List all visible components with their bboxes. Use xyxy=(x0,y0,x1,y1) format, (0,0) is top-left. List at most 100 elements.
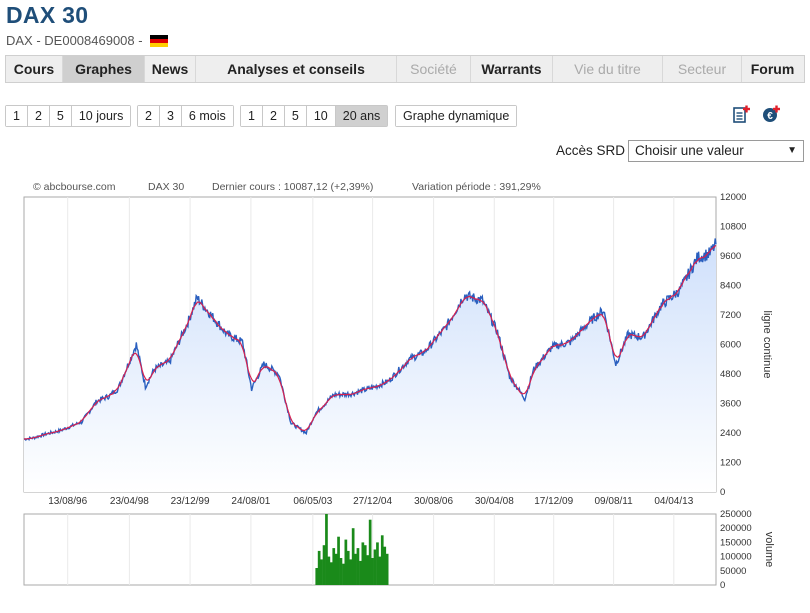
y-tick-label: 3600 xyxy=(720,399,741,410)
y-tick-label: 4800 xyxy=(720,369,741,380)
chevron-down-icon: ▼ xyxy=(787,145,797,156)
volume-bar xyxy=(361,542,365,585)
volume-bar xyxy=(315,568,319,585)
x-tick-label: 30/08/06 xyxy=(414,496,453,507)
volume-bar xyxy=(380,535,384,585)
x-tick-label: 24/08/01 xyxy=(231,496,270,507)
volume-tick-label: 150000 xyxy=(720,537,752,548)
period-years-2[interactable]: 2 xyxy=(262,106,285,126)
source-text: © abcbourse.com xyxy=(33,181,116,193)
period-days-1[interactable]: 1 xyxy=(6,106,28,126)
nav-tab-soci-t: Société xyxy=(397,56,471,82)
x-tick-label: 23/04/98 xyxy=(110,496,149,507)
volume-tick-label: 0 xyxy=(720,580,725,591)
srd-select-value: Choisir une valeur xyxy=(635,143,744,158)
volume-bar xyxy=(373,549,377,585)
period-years-10[interactable]: 10 xyxy=(306,106,336,126)
volume-bar xyxy=(317,550,321,585)
variation-text: Variation période : 391,29% xyxy=(412,181,541,193)
last-price-text: Dernier cours : 10087,12 (+2,39%) xyxy=(212,181,374,193)
period-days-5[interactable]: 5 xyxy=(49,106,72,126)
moving-average-line xyxy=(23,244,717,440)
volume-bar xyxy=(332,548,336,585)
y-tick-label: 12000 xyxy=(720,192,746,203)
y-tick-label: 6000 xyxy=(720,340,741,351)
nav-tab-analyses-et-conseils[interactable]: Analyses et conseils xyxy=(196,56,397,82)
nav-tab-vie-du-titre: Vie du titre xyxy=(553,56,663,82)
volume-bar xyxy=(383,546,387,585)
y-tick-label: 0 xyxy=(720,487,725,498)
isin-text: DAX - DE0008469008 - xyxy=(6,33,143,48)
price-area xyxy=(24,238,716,492)
volume-bar xyxy=(385,553,389,585)
add-document-icon[interactable] xyxy=(732,105,750,123)
volume-bar xyxy=(363,545,367,585)
add-euro-icon[interactable]: € xyxy=(762,105,780,123)
nav-tab-secteur: Secteur xyxy=(663,56,742,82)
volume-bar xyxy=(327,556,331,585)
volume-bar xyxy=(320,559,323,585)
volume-plot-area xyxy=(23,513,717,586)
period-days-10-jours[interactable]: 10 jours xyxy=(71,106,131,126)
period-years-1[interactable]: 1 xyxy=(241,106,263,126)
volume-bar xyxy=(346,550,350,585)
volume-bar xyxy=(342,563,345,585)
volume-bar xyxy=(359,560,362,585)
germany-flag-icon xyxy=(149,34,168,47)
period-months-6-mois[interactable]: 6 mois xyxy=(181,106,233,126)
y-tick-label: 7200 xyxy=(720,310,741,321)
volume-bar xyxy=(322,545,326,585)
x-tick-label: 27/12/04 xyxy=(353,496,392,507)
period-months-3[interactable]: 3 xyxy=(159,106,182,126)
instrument-name: DAX 30 xyxy=(148,181,185,193)
period-days-2[interactable]: 2 xyxy=(27,106,50,126)
period-years-5[interactable]: 5 xyxy=(284,106,307,126)
volume-tick-label: 100000 xyxy=(720,552,752,563)
volume-bar xyxy=(337,536,340,585)
volume-bar xyxy=(344,539,348,585)
volume-axis-label: volume xyxy=(763,532,775,567)
volume-bar xyxy=(329,562,333,585)
volume-bar xyxy=(368,519,372,585)
main-nav: Cours Graphes News Analyses et conseils Soci… xyxy=(5,55,805,83)
volume-bar xyxy=(371,558,374,585)
volume-bar xyxy=(351,528,355,585)
srd-label: Accès SRD xyxy=(556,143,626,158)
volume-bar xyxy=(376,542,379,585)
volume-bar xyxy=(366,555,370,585)
volume-tick-label: 50000 xyxy=(720,566,746,577)
volume-bar xyxy=(349,559,353,585)
dynamic-chart-button[interactable]: Graphe dynamique xyxy=(396,106,517,126)
price-line xyxy=(23,238,717,442)
x-tick-label: 04/04/13 xyxy=(654,496,693,507)
nav-tab-graphes[interactable]: Graphes xyxy=(63,56,145,82)
y-tick-label: 1200 xyxy=(720,458,741,469)
period-group-days: 1 2 5 10 jours xyxy=(5,105,132,127)
y-axis-label: ligne continue xyxy=(761,311,773,379)
plot-area xyxy=(23,196,717,493)
volume-bar xyxy=(354,553,357,585)
nav-tab-forum[interactable]: Forum xyxy=(750,61,795,77)
srd-select[interactable]: Choisir une valeur ▼ xyxy=(628,140,804,162)
period-months-2[interactable]: 2 xyxy=(138,106,160,126)
period-years-20-ans[interactable]: 20 ans xyxy=(335,106,388,126)
nav-tab-news[interactable]: News xyxy=(145,56,196,82)
nav-tab-warrants[interactable]: Warrants xyxy=(471,56,553,82)
volume-bar xyxy=(325,514,328,585)
volume-tick-label: 250000 xyxy=(720,509,752,520)
period-group-dynamic: Graphe dynamique xyxy=(395,105,518,127)
y-tick-label: 10800 xyxy=(720,222,746,233)
volume-tick-label: 200000 xyxy=(720,523,752,534)
y-tick-label: 8400 xyxy=(720,281,741,292)
period-group-years: 1 2 5 10 20 ans xyxy=(240,105,389,127)
x-tick-label: 09/08/11 xyxy=(595,496,634,507)
nav-tab-cours[interactable]: Cours xyxy=(6,56,63,82)
x-tick-label: 06/05/03 xyxy=(293,496,332,507)
x-tick-label: 13/08/96 xyxy=(48,496,87,507)
volume-bar xyxy=(378,556,382,585)
instrument-subtitle: DAX - DE0008469008 - xyxy=(6,33,168,48)
y-tick-label: 9600 xyxy=(720,251,741,262)
volume-bar xyxy=(339,558,343,585)
